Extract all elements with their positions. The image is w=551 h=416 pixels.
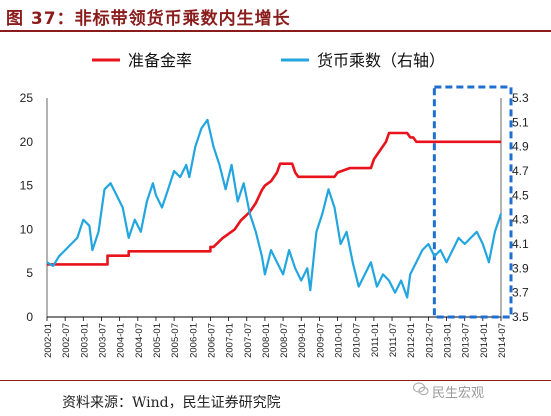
y-left-tick-label: 15 [20, 179, 34, 193]
x-tick-label: 2005-07 [170, 323, 181, 358]
y-left-tick-label: 0 [26, 310, 33, 324]
x-tick-label: 2008-01 [261, 323, 272, 358]
x-tick-label: 2013-01 [443, 323, 454, 358]
y-left-tick-label: 25 [20, 91, 34, 105]
watermark: 民生宏观 [432, 386, 485, 401]
y-right-tick-label: 5.3 [512, 91, 529, 105]
x-tick-label: 2002-07 [61, 323, 72, 358]
x-tick-label: 2010-07 [352, 323, 363, 358]
title-bar: 图 37：非标带领货币乘数内生增长 [0, 0, 551, 30]
y-right-tick-label: 3.7 [512, 286, 529, 300]
x-tick-label: 2007-07 [243, 323, 254, 358]
x-tick-label: 2005-01 [152, 323, 163, 358]
y-left-tick-label: 20 [20, 135, 34, 149]
x-tick-label: 2007-01 [225, 323, 236, 358]
y-right-tick-label: 4.5 [512, 188, 529, 202]
series-line-multiplier [46, 118, 503, 299]
x-tick-label: 2012-01 [406, 323, 417, 358]
y-left-tick-label: 5 [26, 266, 33, 280]
y-right-tick-label: 4.1 [512, 237, 529, 251]
x-tick-label: 2011-07 [388, 323, 399, 357]
highlight-box [432, 85, 513, 319]
x-tick-label: 2009-01 [297, 323, 308, 358]
x-tick-label: 2012-07 [424, 323, 435, 358]
legend-label-multiplier: 货币乘数（右轴） [317, 52, 445, 70]
x-tick-label: 2013-07 [461, 323, 472, 358]
y-right-tick-label: 3.9 [512, 261, 529, 275]
source-note: 资料来源：Wind，民生证券研究院 [62, 395, 281, 411]
bottom-rule [0, 380, 551, 381]
x-tick-label: 2008-07 [279, 323, 290, 358]
x-tick-label: 2003-07 [97, 323, 108, 358]
wechat-icon [413, 382, 429, 396]
title-rule [0, 30, 551, 32]
y-right-tick-label: 5.1 [512, 115, 529, 129]
x-tick-label: 2010-01 [334, 323, 345, 358]
x-tick-label: 2011-01 [370, 323, 381, 357]
page-title: 图 37：非标带领货币乘数内生增长 [6, 9, 291, 29]
y-right-tick-label: 3.5 [512, 310, 529, 324]
chart: 0 5 10 15 20 25 3.5 3.7 3.9 4.1 4.3 4.5 4.7 4.9 5.1 5.3… [20, 52, 529, 358]
y-right-tick-label: 4.9 [512, 140, 529, 154]
x-tick-label: 2006-01 [188, 323, 199, 358]
x-tick-label: 2006-07 [206, 323, 217, 358]
y-right-tick-label: 4.7 [512, 164, 529, 178]
y-right-tick-label: 4.3 [512, 213, 529, 227]
x-tick-label: 2004-01 [116, 323, 127, 358]
x-tick-label: 2009-07 [315, 323, 326, 358]
legend-label-reserve: 准备金率 [128, 52, 192, 70]
x-tick-label: 2014-07 [497, 323, 508, 358]
x-tick-label: 2004-07 [134, 323, 145, 358]
x-tick-label: 2003-01 [79, 323, 90, 358]
series-line-reserve [47, 131, 501, 266]
x-tick-label: 2002-01 [43, 323, 54, 358]
x-tick-label: 2014-01 [479, 323, 490, 358]
y-left-tick-label: 10 [20, 222, 34, 236]
